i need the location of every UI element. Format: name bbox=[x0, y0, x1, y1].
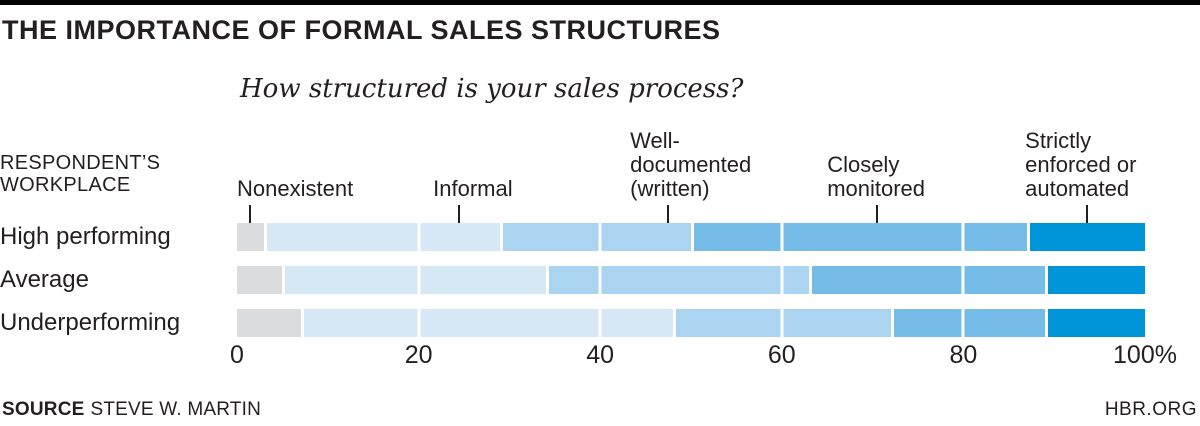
footer: SOURCE STEVE W. MARTIN HBR.ORG bbox=[0, 399, 1200, 423]
segment-labels-layer: Nonexistent Informal Well- documented (wri… bbox=[237, 113, 1145, 238]
gridline-40 bbox=[598, 309, 602, 337]
bar-segment-informal bbox=[264, 223, 501, 251]
source-value: STEVE W. MARTIN bbox=[90, 399, 262, 420]
row-label-underperforming: Underperforming bbox=[0, 309, 181, 336]
chart-row-high-performing: High performing bbox=[0, 223, 1200, 251]
gridline-80 bbox=[961, 309, 965, 337]
row-label-average: Average bbox=[0, 266, 89, 293]
gridline-80 bbox=[961, 223, 965, 251]
callout-label-well-documented-written: Well- documented (written) bbox=[630, 128, 752, 201]
gridline-60 bbox=[780, 309, 784, 337]
x-tick-20: 20 bbox=[404, 341, 433, 369]
hbr-org-label: HBR.ORG bbox=[1104, 399, 1197, 420]
bar-segment-nonexistent bbox=[237, 223, 265, 251]
bar-track-underperforming bbox=[237, 309, 1145, 337]
page-title: THE IMPORTANCE OF FORMAL SALES STRUCTURE… bbox=[2, 15, 721, 45]
gridline-60 bbox=[780, 266, 784, 294]
bar-segment-closely-monitored bbox=[690, 223, 1027, 251]
respondents-workplace-label: RESPONDENT’S WORKPLACE bbox=[0, 152, 161, 196]
chart-row-average: Average bbox=[0, 266, 1200, 294]
bar-segment-informal bbox=[282, 266, 546, 294]
x-tick-80: 80 bbox=[949, 341, 978, 369]
bar-track-average bbox=[237, 266, 1145, 294]
x-tick-100: 100% bbox=[1113, 341, 1177, 369]
callout-label-closely-monitored: Closely monitored bbox=[827, 152, 926, 201]
x-tick-40: 40 bbox=[586, 341, 615, 369]
bar-segment-well-documented-written bbox=[545, 266, 810, 294]
gridline-60 bbox=[780, 223, 784, 251]
x-axis: 0 20 40 60 80 100% bbox=[230, 341, 1177, 369]
bar-segment-informal bbox=[300, 309, 673, 337]
bar-segment-closely-monitored bbox=[890, 309, 1046, 337]
callout-label-nonexistent: Nonexistent bbox=[237, 176, 354, 201]
source-credit: SOURCE STEVE W. MARTIN bbox=[2, 399, 261, 421]
gridline-20 bbox=[417, 309, 421, 337]
x-tick-0: 0 bbox=[230, 341, 244, 369]
bar-segment-nonexistent bbox=[237, 309, 301, 337]
bar-segment-strictly-enforced-or-automated bbox=[1026, 223, 1145, 251]
top-rule bbox=[0, 0, 1200, 5]
gridline-40 bbox=[598, 266, 602, 294]
bar-segment-nonexistent bbox=[237, 266, 283, 294]
gridline-40 bbox=[598, 223, 602, 251]
x-tick-60: 60 bbox=[767, 341, 796, 369]
gridline-20 bbox=[417, 266, 421, 294]
bar-segment-strictly-enforced-or-automated bbox=[1045, 309, 1145, 337]
bar-segment-closely-monitored bbox=[809, 266, 1046, 294]
chart-row-underperforming: Underperforming bbox=[0, 309, 1200, 337]
bar-track-high-performing bbox=[237, 223, 1145, 251]
gridline-20 bbox=[417, 223, 421, 251]
plot-rows: High performing Average Underperforming bbox=[0, 223, 1200, 352]
chart-subtitle: How structured is your sales process? bbox=[240, 74, 744, 104]
row-label-high-performing: High performing bbox=[0, 223, 171, 250]
callout-label-strictly-enforced-or-automated: Strictly enforced or automated bbox=[1025, 128, 1137, 201]
bar-segment-well-documented-written bbox=[500, 223, 691, 251]
callout-label-informal: Informal bbox=[433, 176, 513, 201]
gridline-80 bbox=[961, 266, 965, 294]
source-label: SOURCE bbox=[2, 399, 85, 420]
bar-segment-strictly-enforced-or-automated bbox=[1045, 266, 1145, 294]
